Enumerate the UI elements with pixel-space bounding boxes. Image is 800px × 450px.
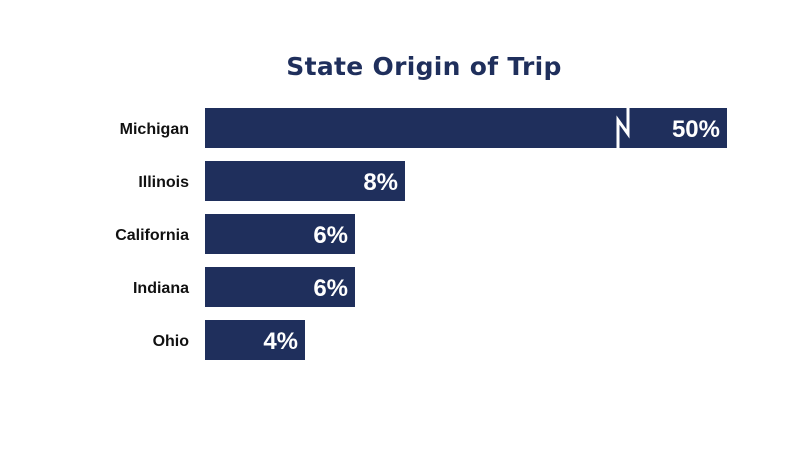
bar-california bbox=[205, 214, 355, 254]
bar-indiana bbox=[205, 267, 355, 307]
category-label-indiana: Indiana bbox=[133, 280, 189, 297]
chart-title: State Origin of Trip bbox=[286, 52, 562, 81]
category-label-illinois: Illinois bbox=[138, 174, 189, 191]
category-label-ohio: Ohio bbox=[153, 333, 190, 350]
value-label-indiana: 6% bbox=[313, 275, 348, 302]
category-label-michigan: Michigan bbox=[120, 121, 189, 138]
value-label-california: 6% bbox=[313, 222, 348, 249]
bar-ohio bbox=[205, 320, 305, 360]
category-label-california: California bbox=[115, 227, 189, 244]
value-label-michigan: 50% bbox=[672, 116, 720, 143]
bar-illinois bbox=[205, 161, 405, 201]
axis-break-mark bbox=[616, 108, 630, 148]
value-label-illinois: 8% bbox=[363, 169, 398, 196]
bar-michigan bbox=[205, 108, 727, 148]
value-label-ohio: 4% bbox=[263, 328, 298, 355]
